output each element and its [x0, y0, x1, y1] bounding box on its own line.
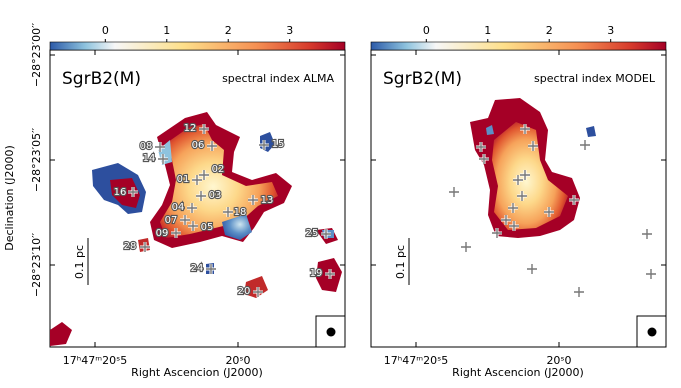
source-marker — [646, 269, 656, 279]
source-marker — [528, 141, 538, 151]
source-label: 25 — [306, 228, 319, 239]
y-axis-label: Declination (J2000) — [3, 145, 16, 251]
source-marker — [196, 191, 206, 201]
source-marker — [155, 142, 165, 152]
colorbar — [370, 41, 667, 51]
source-label: 02 — [212, 164, 225, 175]
source-label: 28 — [124, 241, 137, 252]
source-label: 12 — [184, 123, 197, 134]
source-label: 13 — [261, 195, 274, 206]
x-tick-label: 20ˢ0 — [546, 354, 571, 367]
beam — [326, 327, 336, 337]
source-label: 14 — [143, 153, 156, 164]
source-label: 03 — [209, 190, 222, 201]
colorbar-tick-label: 2 — [546, 24, 553, 37]
beam — [647, 327, 657, 337]
source-marker — [527, 264, 537, 274]
source-marker — [642, 229, 652, 239]
source-marker — [520, 124, 530, 134]
source-marker — [199, 124, 209, 134]
source-marker — [188, 221, 198, 231]
source-marker — [192, 175, 202, 185]
source-label: 19 — [310, 268, 323, 279]
source-label: 04 — [172, 202, 185, 213]
source-marker — [501, 215, 511, 225]
source-marker — [321, 229, 331, 239]
panel-label: spectral index ALMA — [222, 72, 334, 85]
colorbar-tick-label: 1 — [484, 24, 491, 37]
source-label: 06 — [192, 140, 205, 151]
x-axis-label: Right Ascencion (J2000) — [131, 366, 263, 379]
colorbar-tick-label: 2 — [225, 24, 232, 37]
source-marker — [259, 140, 269, 150]
source-marker — [509, 221, 519, 231]
source-marker — [544, 207, 554, 217]
panel-label: spectral index MODEL — [534, 72, 656, 85]
colorbar — [49, 41, 346, 51]
source-label: 09 — [156, 228, 169, 239]
source-marker — [517, 191, 527, 201]
colorbar-tick-label: 0 — [102, 24, 109, 37]
source-marker — [449, 187, 459, 197]
emission — [110, 178, 140, 208]
source-marker — [207, 141, 217, 151]
x-axis-label: Right Ascencion (J2000) — [452, 366, 584, 379]
source-label: 08 — [140, 141, 153, 152]
source-label: 01 — [177, 174, 190, 185]
source-marker — [492, 228, 502, 238]
emission — [50, 322, 72, 346]
x-tick-label: 17ʰ47ᵐ20ˢ5 — [63, 354, 127, 367]
source-marker — [158, 154, 168, 164]
source-label: 18 — [234, 207, 247, 218]
source-marker — [479, 154, 489, 164]
source-marker — [520, 170, 530, 180]
colorbar-tick-label: 1 — [163, 24, 170, 37]
colorbar-tick-label: 0 — [423, 24, 430, 37]
source-marker — [513, 175, 523, 185]
source-label: 05 — [201, 222, 214, 233]
source-label: 20 — [238, 286, 251, 297]
source-marker — [476, 142, 486, 152]
scale-label: 0.1 pc — [73, 245, 86, 279]
source-label: 07 — [165, 215, 178, 226]
emission — [586, 126, 596, 137]
source-marker — [574, 287, 584, 297]
source-label: 24 — [191, 263, 204, 274]
source-marker — [187, 203, 197, 213]
source-label: 15 — [272, 139, 285, 150]
panel-alma: 0.1 pc SgrB2(M) spectral index ALMA Righ… — [49, 49, 346, 379]
colorbar-tick-label: 3 — [607, 24, 614, 37]
source-marker — [223, 207, 233, 217]
y-tick-label: −28°23′00′′ — [30, 22, 43, 87]
source-marker — [199, 170, 209, 180]
source-marker — [253, 287, 263, 297]
scale-label: 0.1 pc — [394, 245, 407, 279]
y-tick-label: −28°23′10′′ — [30, 232, 43, 297]
y-tick-label: −28°23′05′′ — [30, 127, 43, 192]
x-tick-label: 17ʰ47ᵐ20ˢ5 — [384, 354, 448, 367]
colorbar-tick-label: 3 — [286, 24, 293, 37]
source-marker — [206, 264, 216, 274]
panel-model: 0.1 pc SgrB2(M) spectral index MODEL Rig… — [370, 49, 667, 379]
source-marker — [171, 228, 181, 238]
source-name: SgrB2(M) — [62, 69, 141, 89]
source-marker — [461, 242, 471, 252]
source-name: SgrB2(M) — [383, 69, 462, 89]
emission — [486, 125, 494, 135]
source-marker — [128, 187, 138, 197]
source-marker — [140, 242, 150, 252]
x-tick-label: 20ˢ0 — [225, 354, 250, 367]
source-marker — [180, 215, 190, 225]
source-marker — [569, 195, 579, 205]
source-marker — [508, 203, 518, 213]
source-marker — [248, 195, 258, 205]
source-marker — [580, 140, 590, 150]
emission — [222, 214, 252, 240]
source-label: 16 — [114, 187, 127, 198]
source-marker — [325, 269, 335, 279]
